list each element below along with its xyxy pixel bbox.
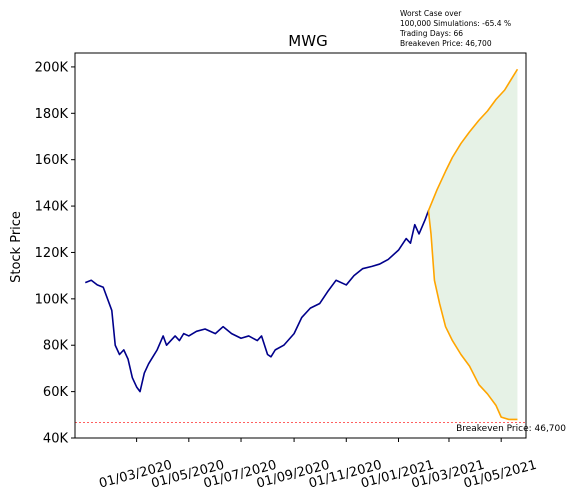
- y-tick-label: 140K: [35, 200, 69, 215]
- annotation-line-4: Breakeven Price: 46,700: [400, 39, 492, 48]
- y-tick-label: 160K: [35, 153, 69, 168]
- y-tick-label: 200K: [35, 60, 69, 75]
- price-history-line: [84, 210, 430, 393]
- y-tick-label: 120K: [35, 246, 69, 261]
- breakeven-label: Breakeven Price: 46,700: [456, 424, 566, 434]
- simulation-band: [428, 69, 518, 420]
- y-tick-label: 60K: [43, 385, 69, 400]
- plot-frame: [74, 52, 527, 439]
- simulation-lower-line: [427, 210, 518, 421]
- y-tick-label: 40K: [43, 432, 69, 447]
- y-tick-label: 80K: [43, 339, 69, 354]
- y-axis-label: Stock Price: [9, 211, 24, 283]
- y-tick-label: 100K: [35, 292, 69, 307]
- annotation-line-1: Worst Case over: [400, 9, 462, 18]
- annotation-line-3: Trading Days: 66: [400, 29, 464, 38]
- annotation-line-2: 100,000 Simulations: -65.4 %: [400, 19, 512, 28]
- simulation-annotation: Worst Case over 100,000 Simulations: -65…: [400, 9, 511, 49]
- y-tick-label: 180K: [35, 107, 69, 122]
- simulation-upper-line: [427, 68, 519, 212]
- chart-title: MWG: [288, 32, 327, 50]
